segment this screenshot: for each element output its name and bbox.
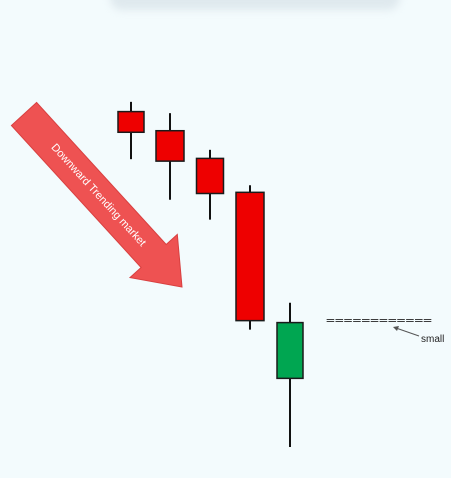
pointer-arrow-line: [395, 327, 420, 337]
candles-group: [117, 101, 304, 447]
candle-1-body: [117, 110, 145, 134]
top-highlight-bar: [110, 0, 400, 10]
candle-5-body: [276, 321, 304, 380]
trend-arrow-shape: [10, 101, 183, 288]
trend-arrow-label: Downward Trending market: [49, 142, 149, 249]
candle-2-body: [155, 129, 185, 162]
pointer-arrow-head: [393, 326, 399, 331]
candle-4: [235, 185, 265, 330]
candle-4-body: [235, 191, 265, 322]
candle-3: [195, 149, 225, 220]
candle-5: [276, 302, 304, 447]
candle-1: [117, 101, 145, 160]
candle-2: [155, 113, 185, 200]
candle-3-body: [195, 157, 225, 195]
dashed-marker-line: ============: [326, 314, 432, 327]
pointer-label: small: [421, 334, 444, 345]
pointer-arrow: [393, 326, 420, 337]
